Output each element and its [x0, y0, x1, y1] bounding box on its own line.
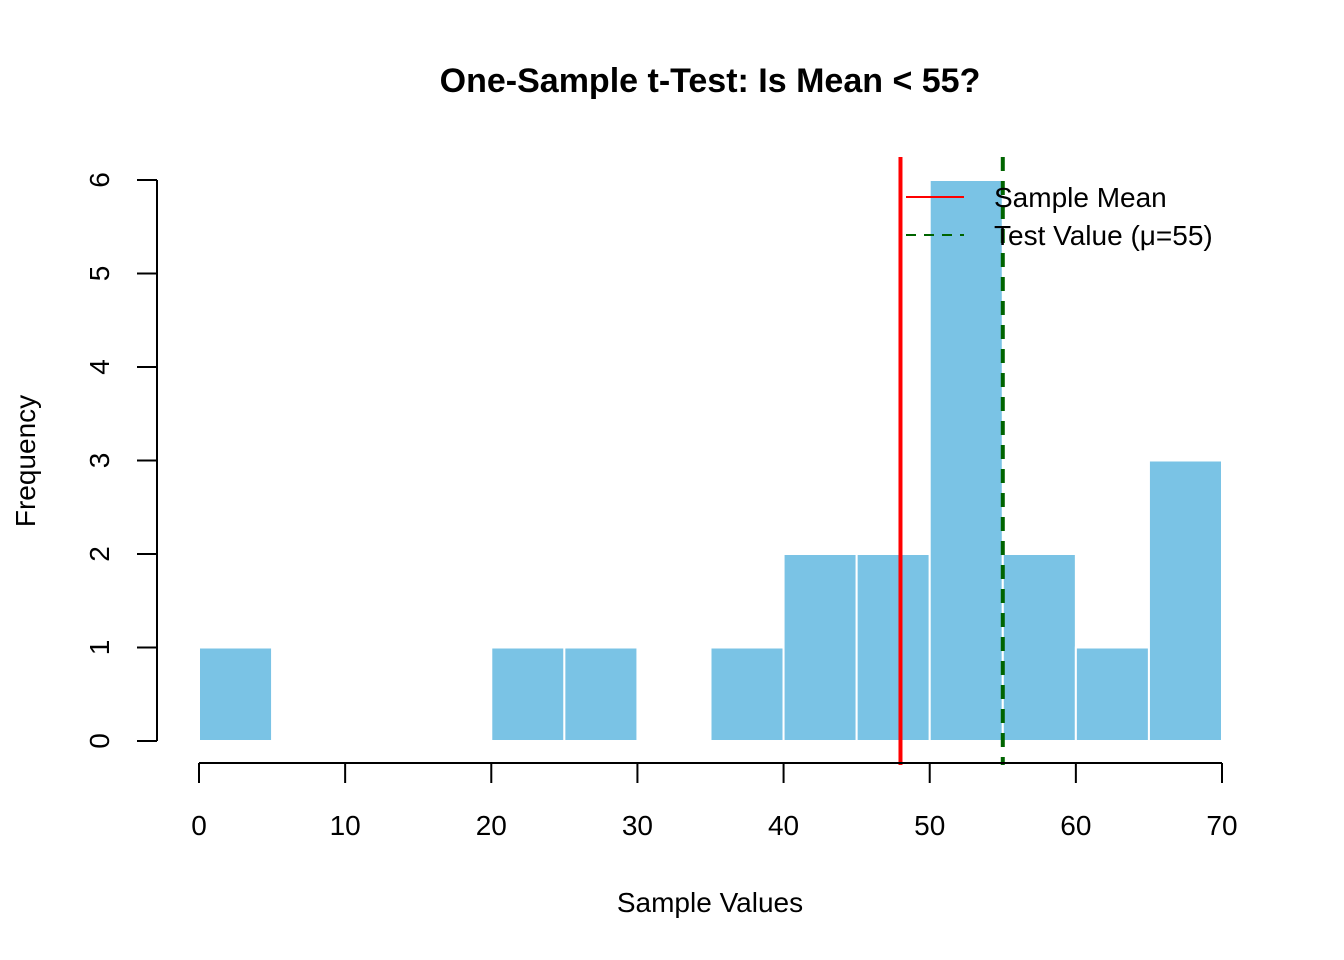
y-axis: 0 1 2 3 4 5 6 [84, 172, 158, 749]
y-axis-label: Frequency [10, 395, 41, 527]
y-tick-label-6: 6 [84, 172, 115, 188]
histogram-bar-45-50 [855, 553, 931, 742]
y-tick-label-4: 4 [84, 359, 115, 375]
histogram-bar-25-30 [563, 646, 639, 742]
histogram-bars [198, 179, 1224, 742]
x-tick-label-40: 40 [768, 810, 799, 841]
x-tick-label-0: 0 [191, 810, 207, 841]
histogram-bar-50-55 [928, 179, 1004, 742]
y-tick-label-3: 3 [84, 453, 115, 469]
legend-test-value-label: Test Value (μ=55) [994, 220, 1213, 251]
x-tick-label-10: 10 [330, 810, 361, 841]
histogram-bar-60-65 [1074, 646, 1150, 742]
y-tick-label-0: 0 [84, 733, 115, 749]
histogram-bar-0-5 [198, 646, 274, 742]
x-axis: 0 10 20 30 40 50 60 70 [191, 762, 1238, 841]
y-tick-label-2: 2 [84, 546, 115, 562]
y-tick-label-5: 5 [84, 266, 115, 282]
x-tick-label-60: 60 [1060, 810, 1091, 841]
legend-sample-mean-label: Sample Mean [994, 182, 1167, 213]
reference-lines [898, 157, 1005, 765]
histogram-bar-55-60 [1001, 553, 1077, 742]
histogram-bar-65-70 [1147, 459, 1224, 742]
histogram-bar-40-45 [782, 553, 858, 742]
x-tick-label-20: 20 [476, 810, 507, 841]
histogram-bar-35-40 [709, 646, 785, 742]
y-tick-label-1: 1 [84, 640, 115, 656]
x-tick-label-50: 50 [914, 810, 945, 841]
x-tick-label-70: 70 [1206, 810, 1237, 841]
x-tick-label-30: 30 [622, 810, 653, 841]
x-axis-label: Sample Values [617, 887, 803, 918]
chart-title: One-Sample t-Test: Is Mean < 55? [440, 62, 981, 100]
histogram-bar-20-25 [490, 646, 566, 742]
legend: Sample Mean Test Value (μ=55) [906, 182, 1213, 251]
